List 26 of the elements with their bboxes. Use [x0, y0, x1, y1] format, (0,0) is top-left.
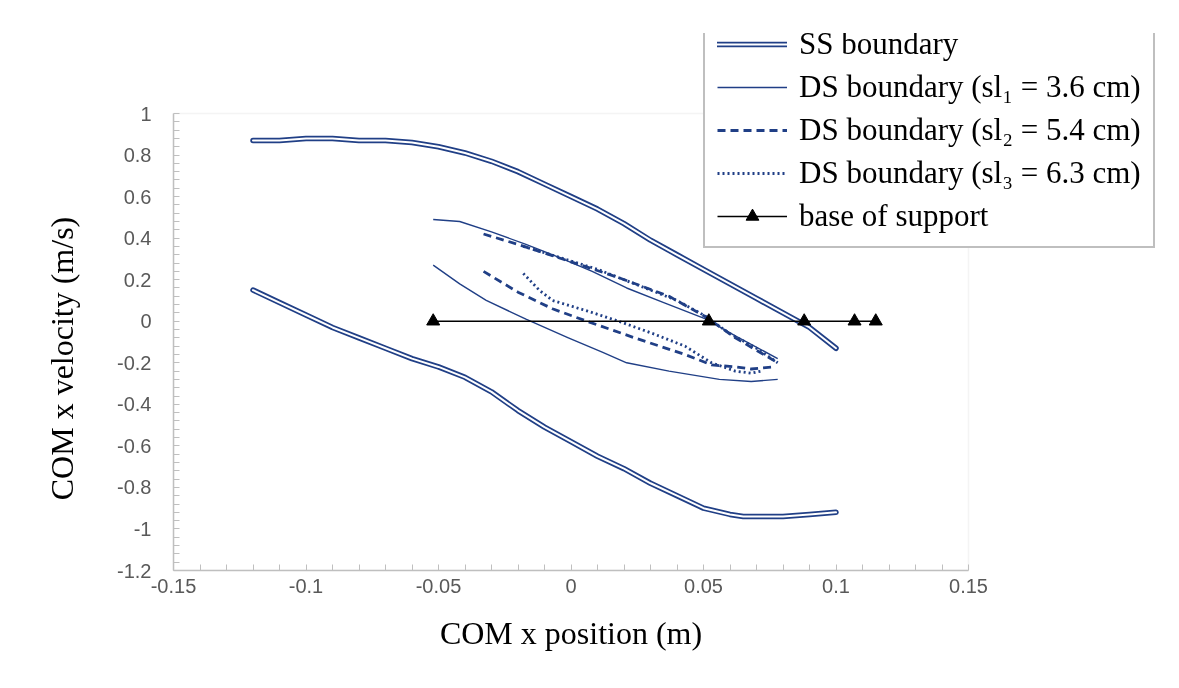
x-tick-label: 0.05: [684, 574, 723, 597]
legend-label: DS boundary (sl₂ = 5.4 cm): [799, 112, 1141, 148]
x-tick-label: -0.1: [288, 574, 324, 597]
legend-label: base of support: [799, 198, 989, 234]
y-tick-label: 0.8: [123, 144, 152, 167]
x-axis-title: COM x position (m): [439, 614, 703, 651]
y-tick-label: 1: [140, 102, 152, 125]
y-tick-label: 0.4: [123, 227, 152, 250]
y-tick-label: -1: [133, 517, 152, 540]
x-tick-label: 0: [565, 574, 577, 597]
y-tick-label: -0.8: [117, 476, 152, 499]
legend-label: DS boundary (sl₃ = 6.3 cm): [799, 155, 1141, 191]
y-axis-title: COM x velocity (m/s): [43, 216, 80, 501]
legend-label: SS boundary: [799, 32, 959, 62]
x-tick-label: -0.05: [415, 574, 462, 597]
y-tick-label: -1.2: [117, 559, 152, 582]
y-tick-label: 0.6: [123, 185, 152, 208]
y-tick-label: -0.6: [117, 434, 152, 457]
x-tick-label: 0.1: [822, 574, 850, 597]
legend-label: DS boundary (sl₁ = 3.6 cm): [799, 69, 1141, 105]
y-tick-label: -0.4: [117, 393, 152, 416]
x-tick-label: -0.15: [150, 574, 197, 597]
y-tick-label: 0: [140, 310, 152, 333]
x-tick-label: 0.15: [949, 574, 988, 597]
y-tick-label: -0.2: [117, 351, 152, 374]
y-tick-label: 0.2: [123, 268, 152, 291]
